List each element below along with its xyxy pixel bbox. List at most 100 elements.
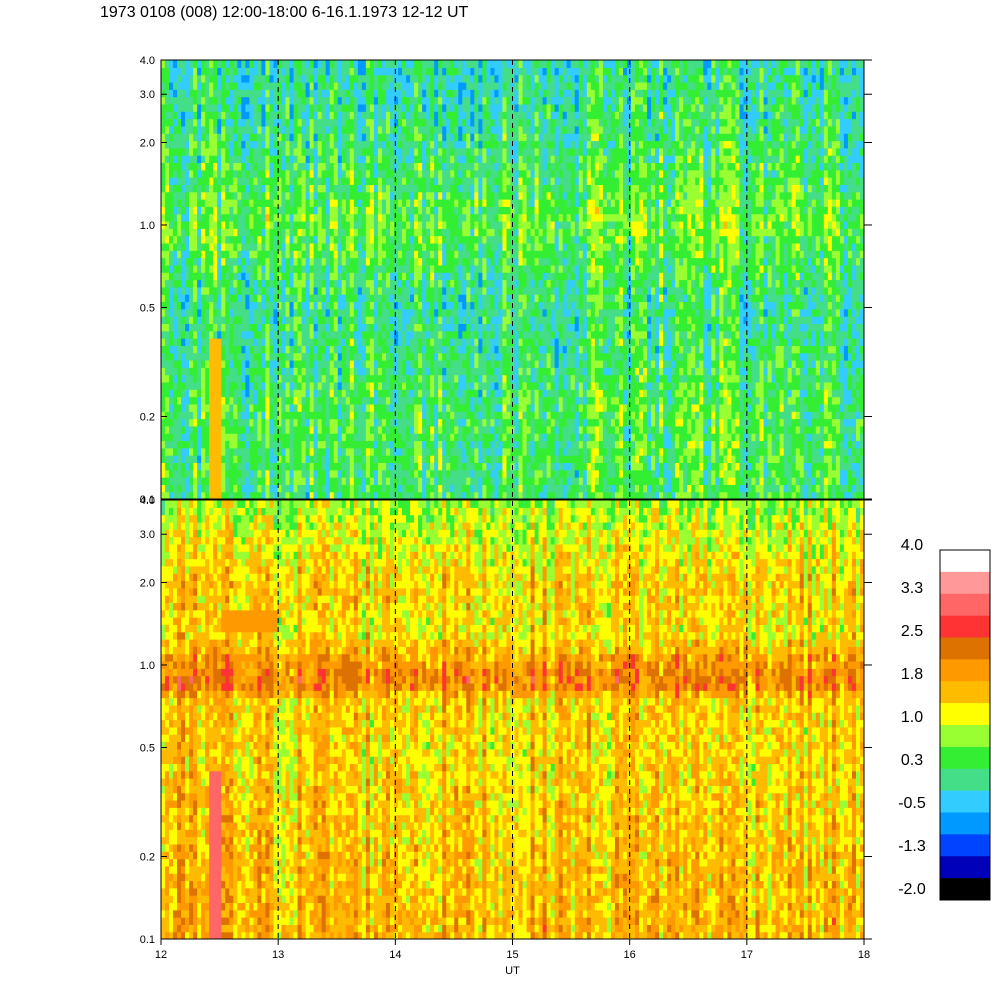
- heatmap-cell: [305, 250, 311, 259]
- heatmap-cell: [486, 447, 492, 456]
- heatmap-cell: [454, 425, 459, 434]
- heatmap-cell: [201, 60, 206, 68]
- heatmap-cell: [482, 345, 487, 354]
- heatmap-cell: [486, 462, 492, 471]
- heatmap-cell: [434, 206, 439, 215]
- heatmap-cell: [494, 491, 500, 499]
- heatmap-cell: [458, 81, 463, 90]
- heatmap-cell: [161, 155, 166, 164]
- heatmap-cell: [333, 323, 339, 332]
- heatmap-cell: [289, 177, 295, 185]
- heatmap-cell: [189, 140, 194, 149]
- heatmap-cell: [410, 411, 415, 420]
- heatmap-cell: [205, 345, 210, 354]
- heatmap-cell: [197, 411, 202, 420]
- heatmap-cell: [361, 155, 367, 164]
- heatmap-cell: [285, 81, 291, 90]
- heatmap-cell: [486, 250, 492, 259]
- heatmap-cell: [165, 147, 170, 156]
- heatmap-cell: [321, 316, 327, 324]
- heatmap-cell: [478, 272, 483, 281]
- heatmap-cell: [369, 162, 375, 171]
- heatmap-cell: [241, 111, 246, 120]
- heatmap-cell: [478, 81, 483, 90]
- heatmap-cell: [398, 469, 403, 478]
- heatmap-cell: [229, 294, 234, 303]
- heatmap-cell: [353, 250, 359, 259]
- heatmap-cell: [398, 67, 403, 76]
- heatmap-cell: [398, 316, 403, 324]
- heatmap-cell: [181, 272, 186, 281]
- heatmap-cell: [281, 155, 287, 164]
- heatmap-cell: [466, 162, 471, 171]
- heatmap-cell: [249, 250, 254, 259]
- heatmap-cell: [225, 447, 230, 456]
- heatmap-cell: [277, 213, 283, 222]
- heatmap-cell: [197, 433, 202, 442]
- heatmap-cell: [434, 264, 439, 273]
- heatmap-cell: [233, 330, 238, 339]
- heatmap-cell: [161, 272, 166, 281]
- heatmap-cell: [237, 316, 242, 324]
- heatmap-cell: [217, 220, 222, 229]
- heatmap-cell: [430, 345, 435, 354]
- heatmap-cell: [253, 411, 259, 420]
- heatmap-cell: [177, 469, 182, 478]
- heatmap-cell: [169, 338, 174, 346]
- heatmap-cell: [470, 125, 475, 134]
- heatmap-cell: [474, 403, 479, 412]
- heatmap-cell: [438, 111, 443, 120]
- heatmap-cell: [341, 411, 347, 420]
- heatmap-cell: [470, 220, 475, 229]
- heatmap-cell: [313, 89, 319, 98]
- heatmap-cell: [486, 169, 492, 178]
- heatmap-cell: [438, 491, 443, 499]
- heatmap-cell: [430, 177, 435, 185]
- heatmap-cell: [289, 469, 295, 478]
- heatmap-cell: [169, 213, 174, 222]
- heatmap-cell: [470, 264, 475, 273]
- heatmap-cell: [237, 308, 242, 317]
- heatmap-cell: [289, 403, 295, 412]
- heatmap-cell: [313, 433, 319, 442]
- heatmap-cell: [470, 184, 475, 193]
- heatmap-cell: [490, 235, 496, 244]
- heatmap-cell: [466, 301, 471, 310]
- heatmap-cell: [345, 469, 351, 478]
- heatmap-cell: [313, 403, 319, 412]
- heatmap-cell: [197, 60, 202, 68]
- heatmap-cell: [249, 220, 254, 229]
- heatmap-cell: [321, 257, 327, 266]
- heatmap-cell: [414, 330, 419, 339]
- heatmap-cell: [369, 118, 375, 127]
- heatmap-cell: [165, 418, 170, 427]
- heatmap-cell: [486, 191, 492, 200]
- heatmap-cell: [233, 264, 238, 273]
- heatmap-cell: [253, 316, 259, 324]
- heatmap-cell: [233, 301, 238, 310]
- heatmap-cell: [165, 286, 170, 295]
- heatmap-cell: [494, 411, 500, 420]
- heatmap-cell: [381, 140, 387, 149]
- heatmap-cell: [177, 206, 182, 215]
- heatmap-cell: [193, 67, 198, 76]
- heatmap-cell: [269, 250, 275, 259]
- heatmap-cell: [385, 484, 391, 493]
- heatmap-cell: [402, 411, 407, 420]
- heatmap-cell: [309, 440, 315, 449]
- heatmap-cell: [313, 359, 319, 368]
- heatmap-cell: [450, 133, 455, 142]
- heatmap-cell: [353, 367, 359, 376]
- heatmap-cell: [341, 162, 347, 171]
- heatmap-cell: [285, 367, 291, 376]
- heatmap-cell: [422, 301, 427, 310]
- heatmap-cell: [197, 330, 202, 339]
- heatmap-cell: [249, 169, 254, 178]
- heatmap-cell: [486, 177, 492, 185]
- heatmap-cell: [177, 169, 182, 178]
- heatmap-cell: [418, 411, 423, 420]
- heatmap-cell: [373, 118, 379, 127]
- heatmap-cell: [289, 81, 295, 90]
- heatmap-cell: [165, 381, 170, 390]
- heatmap-cell: [321, 89, 327, 98]
